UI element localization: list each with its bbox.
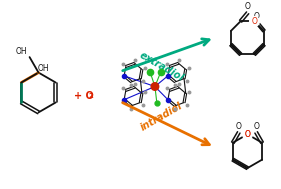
Circle shape — [151, 83, 159, 90]
Text: O: O — [254, 12, 260, 21]
Text: O: O — [244, 130, 250, 139]
Text: O: O — [236, 122, 242, 131]
Text: O: O — [245, 2, 251, 11]
Text: OH: OH — [16, 47, 28, 56]
Text: + O: + O — [74, 91, 94, 101]
Text: 2: 2 — [88, 93, 93, 99]
Text: O: O — [251, 17, 257, 26]
Text: extradiol: extradiol — [138, 50, 186, 83]
Text: O: O — [253, 122, 259, 131]
Text: OH: OH — [38, 64, 49, 73]
Text: O: O — [244, 130, 250, 139]
Text: intradiol: intradiol — [139, 100, 185, 132]
